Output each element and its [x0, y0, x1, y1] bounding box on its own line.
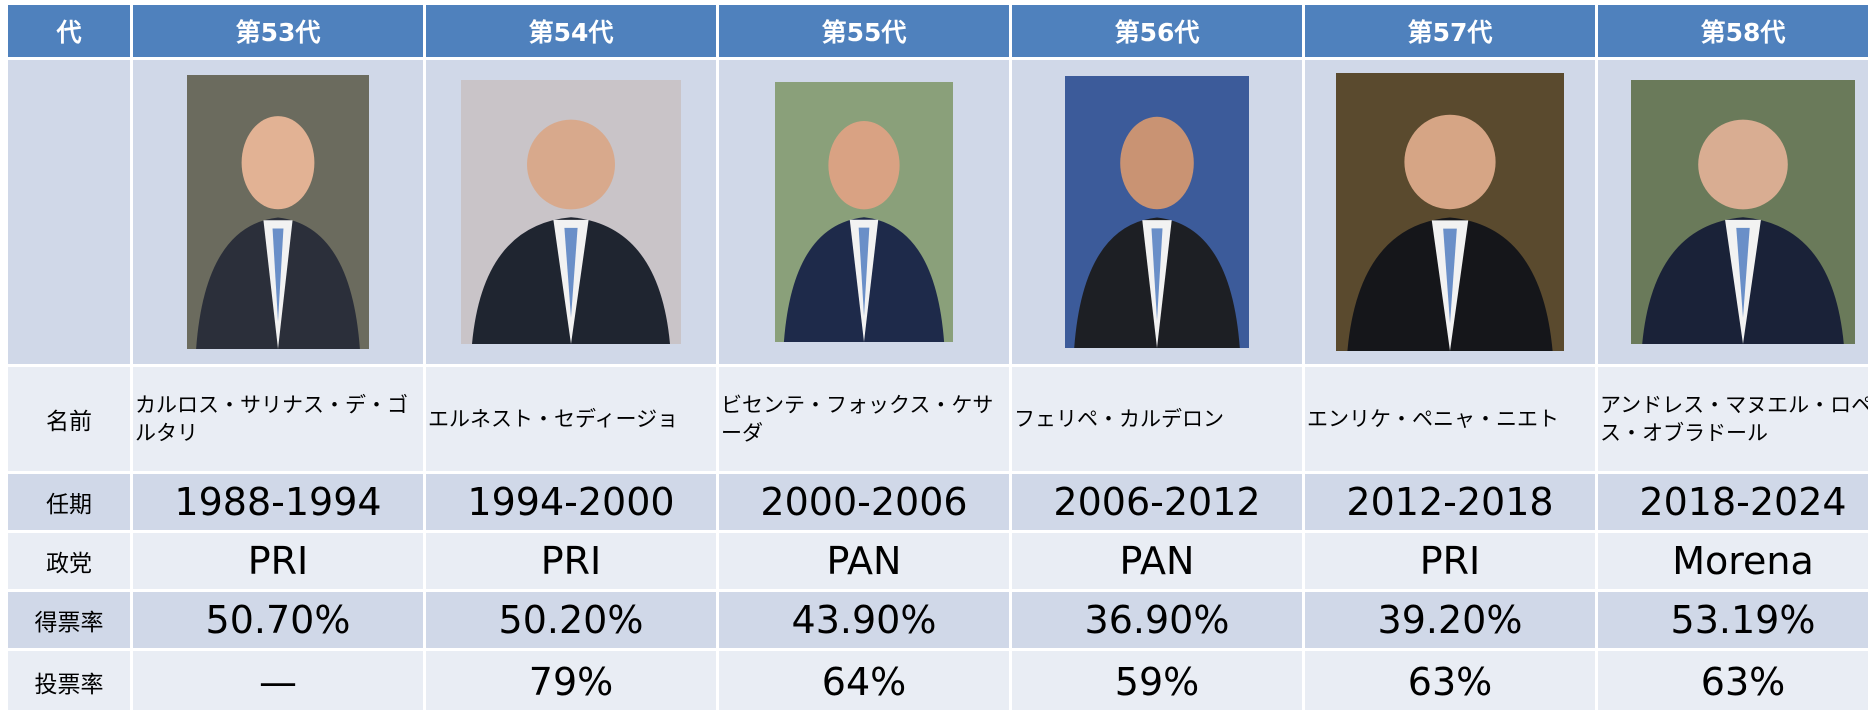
value-cell: 2000-2006	[719, 474, 1009, 530]
corner-header: 代	[8, 5, 130, 57]
value-cell: PRI	[426, 533, 716, 589]
photo-cell	[719, 60, 1009, 364]
portrait	[1336, 73, 1564, 351]
photo-cell	[1012, 60, 1302, 364]
photo-cell	[1305, 60, 1595, 364]
row-label: 投票率	[8, 651, 130, 710]
value-cell: 59%	[1012, 651, 1302, 710]
value-cell: 50.20%	[426, 592, 716, 648]
value-cell: 53.19%	[1598, 592, 1868, 648]
column-header: 第56代	[1012, 5, 1302, 57]
portrait	[775, 82, 953, 342]
value-cell: 2012-2018	[1305, 474, 1595, 530]
portrait	[461, 80, 681, 344]
value-cell: 50.70%	[133, 592, 423, 648]
photo-label-cell	[8, 60, 130, 364]
portrait	[1065, 76, 1249, 348]
value-cell: Morena	[1598, 533, 1868, 589]
row-label: 得票率	[8, 592, 130, 648]
portrait	[187, 75, 369, 349]
name-cell: フェリペ・カルデロン	[1012, 367, 1302, 471]
column-header: 第58代	[1598, 5, 1868, 57]
value-cell: 36.90%	[1012, 592, 1302, 648]
name-cell: ビセンテ・フォックス・ケサーダ	[719, 367, 1009, 471]
value-cell: PRI	[133, 533, 423, 589]
column-header: 第53代	[133, 5, 423, 57]
president-table: 代第53代 第54代 第55代 第56代 第57代 第58代 名前 カルロス・	[8, 5, 1868, 710]
value-cell: 2006-2012	[1012, 474, 1302, 530]
value-cell: 1994-2000	[426, 474, 716, 530]
name-cell: エルネスト・セディージョ	[426, 367, 716, 471]
value-cell: PAN	[719, 533, 1009, 589]
value-cell: 63%	[1598, 651, 1868, 710]
value-cell: 2018-2024	[1598, 474, 1868, 530]
value-cell: —	[133, 651, 423, 710]
column-header: 第57代	[1305, 5, 1595, 57]
photo-cell	[426, 60, 716, 364]
value-cell: 64%	[719, 651, 1009, 710]
value-cell: PRI	[1305, 533, 1595, 589]
value-cell: 43.90%	[719, 592, 1009, 648]
name-cell: アンドレス・マヌエル・ロペス・オブラドール	[1598, 367, 1868, 471]
column-header: 第55代	[719, 5, 1009, 57]
portrait	[1631, 80, 1855, 344]
name-cell: カルロス・サリナス・デ・ゴルタリ	[133, 367, 423, 471]
photo-cell	[1598, 60, 1868, 364]
value-cell: 1988-1994	[133, 474, 423, 530]
value-cell: 39.20%	[1305, 592, 1595, 648]
row-label: 任期	[8, 474, 130, 530]
value-cell: 63%	[1305, 651, 1595, 710]
name-cell: エンリケ・ペニャ・ニエト	[1305, 367, 1595, 471]
value-cell: PAN	[1012, 533, 1302, 589]
column-header: 第54代	[426, 5, 716, 57]
photo-cell	[133, 60, 423, 364]
row-label: 名前	[8, 367, 130, 471]
row-label: 政党	[8, 533, 130, 589]
value-cell: 79%	[426, 651, 716, 710]
